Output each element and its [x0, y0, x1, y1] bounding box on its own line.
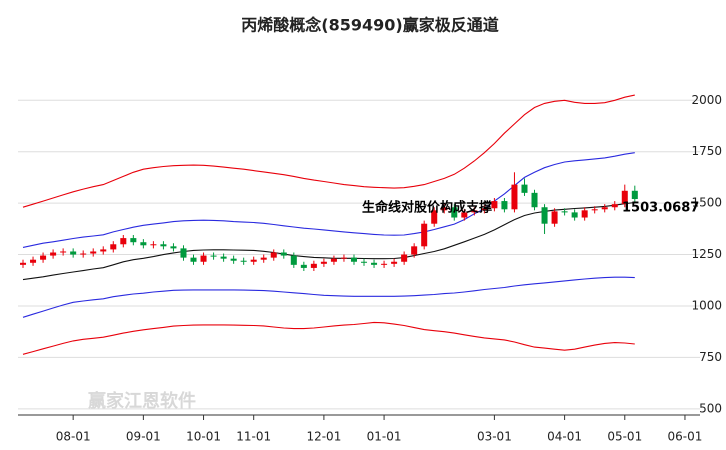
channel-lines: [22, 94, 635, 355]
candle-body: [230, 258, 237, 261]
candle-body: [50, 252, 57, 256]
candle-body: [220, 256, 227, 259]
channel-line: [22, 201, 635, 281]
channel-line: [22, 321, 635, 355]
x-tick-label: 01-01: [367, 430, 402, 444]
channel-line: [22, 152, 635, 248]
candle-body: [571, 212, 578, 218]
candle-body: [561, 211, 568, 213]
candle-body: [461, 212, 468, 218]
annotation: 生命线对股价构成支撑: [362, 200, 492, 216]
x-tick-label: 10-01: [186, 430, 221, 444]
candle-body: [80, 253, 87, 255]
y-tick-label: 1750: [691, 144, 722, 158]
candle-body: [381, 263, 388, 265]
candle-body: [501, 201, 508, 210]
candle-body: [371, 262, 378, 265]
candle-body: [180, 248, 187, 258]
channel-line: [22, 276, 635, 318]
candle-body: [320, 261, 327, 264]
candle-body: [421, 223, 428, 247]
candle-body: [110, 244, 117, 250]
candle-body: [330, 258, 337, 262]
y-tick-label: 1000: [691, 298, 722, 312]
candle-body: [361, 261, 368, 263]
candle-body: [631, 190, 638, 200]
x-tick-label: 04-01: [547, 430, 582, 444]
candle-body: [40, 255, 47, 260]
channel-line: [22, 94, 635, 208]
candle-body: [260, 257, 267, 260]
x-tick-label: 12-01: [306, 430, 341, 444]
candle-body: [310, 263, 317, 268]
y-tick-label: 750: [699, 350, 722, 364]
candle-body: [120, 238, 127, 245]
annotation-value: 1503.0687: [622, 201, 699, 216]
candle-body: [270, 252, 277, 258]
candle-body: [471, 210, 478, 213]
candle-body: [250, 259, 257, 262]
y-tick-label: 1500: [691, 196, 722, 210]
y-tick-label: 2000: [691, 93, 722, 107]
grid: [18, 99, 700, 410]
candle-body: [451, 207, 458, 218]
candle-body: [581, 210, 588, 218]
candle-body: [551, 211, 558, 224]
watermark: 赢家江恩软件: [88, 390, 196, 412]
candle-body: [160, 244, 167, 247]
x-tick-label: 11-01: [236, 430, 271, 444]
x-tick-label: 08-01: [56, 430, 91, 444]
candle-body: [340, 257, 347, 259]
chart-title: 丙烯酸概念(859490)赢家极反通道: [241, 16, 498, 35]
candle-body: [90, 251, 97, 254]
candle-body: [401, 254, 408, 262]
y-tick-label: 1250: [691, 247, 722, 261]
candle-body: [541, 207, 548, 224]
x-tick-label: 09-01: [126, 430, 161, 444]
candle-body: [300, 264, 307, 268]
y-tick-label: 500: [699, 401, 722, 415]
candle-body: [290, 255, 297, 265]
axes: 500 750 1000 1250 1500 1750 2000 08-01 09-01 10-0…: [18, 93, 722, 444]
candle-body: [491, 201, 498, 209]
candle-body: [531, 192, 538, 208]
candle-body: [140, 242, 147, 246]
candle-body: [350, 257, 357, 262]
candle-body: [240, 260, 247, 262]
candle-body: [611, 204, 618, 208]
candle-body: [190, 257, 197, 262]
candle-body: [150, 244, 157, 246]
candle-body: [621, 190, 628, 205]
candles: [20, 172, 638, 272]
candle-body: [30, 259, 37, 263]
candle-body: [391, 261, 398, 264]
candle-body: [481, 208, 488, 211]
x-tick-label: 05-01: [607, 430, 642, 444]
candle-body: [210, 255, 217, 257]
candle-body: [601, 207, 608, 210]
candle-body: [511, 184, 518, 210]
candle-body: [100, 249, 107, 252]
candle-body: [20, 262, 27, 265]
candle-body: [200, 255, 207, 262]
x-tick-label: 03-01: [477, 430, 512, 444]
candle-body: [130, 238, 137, 243]
candle-body: [521, 184, 528, 193]
candle-body: [280, 252, 287, 256]
candle-body: [591, 209, 598, 211]
candle-body: [431, 210, 438, 224]
x-tick-label: 06-01: [668, 430, 703, 444]
candle-body: [441, 207, 448, 211]
candle-body: [411, 246, 418, 255]
candle-body: [70, 251, 77, 255]
candle-body: [170, 246, 177, 249]
candle-body: [60, 251, 67, 253]
